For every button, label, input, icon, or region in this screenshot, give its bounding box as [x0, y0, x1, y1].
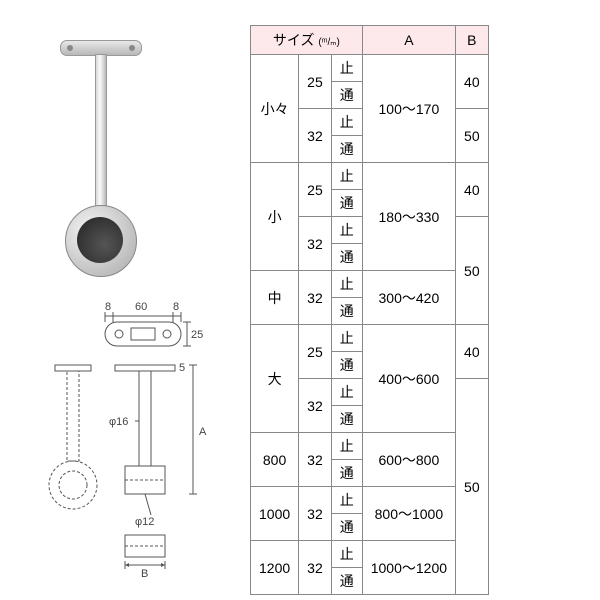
alt-stop: 止 [331, 109, 362, 136]
alt-through: 通 [331, 244, 362, 271]
size-cell: 800 [251, 433, 299, 487]
dia-cell: 32 [299, 379, 332, 433]
col-size: サイズ (ᵐ/ₘ) [251, 26, 363, 55]
dim-60: 60 [135, 301, 147, 313]
alt-through: 通 [331, 514, 362, 541]
B-cell: 50 [456, 379, 489, 595]
vertical-rod [95, 54, 107, 216]
alt-through: 通 [331, 460, 362, 487]
alt-through: 通 [331, 352, 362, 379]
A-cell: 180～330 [362, 163, 455, 271]
size-cell: 中 [251, 271, 299, 325]
alt-stop: 止 [331, 541, 362, 568]
dia-cell: 32 [299, 541, 332, 595]
dim-8a: 8 [105, 301, 111, 313]
dim-5: 5 [179, 362, 185, 374]
A-cell: 300～420 [362, 271, 455, 325]
A-cell: 600～800 [362, 433, 455, 487]
alt-through: 通 [331, 136, 362, 163]
B-cell: 50 [456, 109, 489, 163]
dim-A: A [199, 426, 207, 438]
col-A: A [362, 26, 455, 55]
size-cell: 1000 [251, 487, 299, 541]
alt-through: 通 [331, 298, 362, 325]
alt-through: 通 [331, 568, 362, 595]
dim-phi12: φ12 [135, 516, 154, 528]
alt-stop: 止 [331, 487, 362, 514]
dia-cell: 32 [299, 487, 332, 541]
alt-through: 通 [331, 82, 362, 109]
alt-stop: 止 [331, 379, 362, 406]
size-cell: 小 [251, 163, 299, 271]
A-cell: 100～170 [362, 55, 455, 163]
pipe-ring-hole [77, 217, 123, 263]
alt-stop: 止 [331, 217, 362, 244]
alt-stop: 止 [331, 433, 362, 460]
dia-cell: 32 [299, 433, 332, 487]
dia-cell: 25 [299, 55, 332, 109]
table-header-row: サイズ (ᵐ/ₘ) A B [251, 26, 489, 55]
alt-through: 通 [331, 190, 362, 217]
alt-stop: 止 [331, 163, 362, 190]
size-cell: 小々 [251, 55, 299, 163]
B-cell: 40 [456, 163, 489, 217]
dim-B: B [141, 568, 148, 580]
A-cell: 400～600 [362, 325, 455, 433]
A-cell: 800～1000 [362, 487, 455, 541]
dia-cell: 32 [299, 217, 332, 271]
B-cell: 40 [456, 55, 489, 109]
size-cell: 大 [251, 325, 299, 433]
A-cell: 1000～1200 [362, 541, 455, 595]
dia-cell: 32 [299, 271, 332, 325]
alt-stop: 止 [331, 55, 362, 82]
dia-cell: 32 [299, 109, 332, 163]
size-cell: 1200 [251, 541, 299, 595]
alt-stop: 止 [331, 271, 362, 298]
alt-stop: 止 [331, 325, 362, 352]
dia-cell: 25 [299, 163, 332, 217]
dia-cell: 25 [299, 325, 332, 379]
B-cell: 50 [456, 217, 489, 325]
alt-through: 通 [331, 406, 362, 433]
dim-25: 25 [191, 329, 203, 341]
B-cell: 40 [456, 325, 489, 379]
dim-8b: 8 [173, 301, 179, 313]
technical-drawing: 8 60 8 25 φ16 [45, 310, 235, 580]
dim-phi16: φ16 [109, 416, 128, 428]
col-B: B [456, 26, 489, 55]
product-photo [30, 30, 170, 290]
spec-table: サイズ (ᵐ/ₘ) A B 小々 25 止 100～170 40 通 32 止 … [250, 25, 489, 595]
